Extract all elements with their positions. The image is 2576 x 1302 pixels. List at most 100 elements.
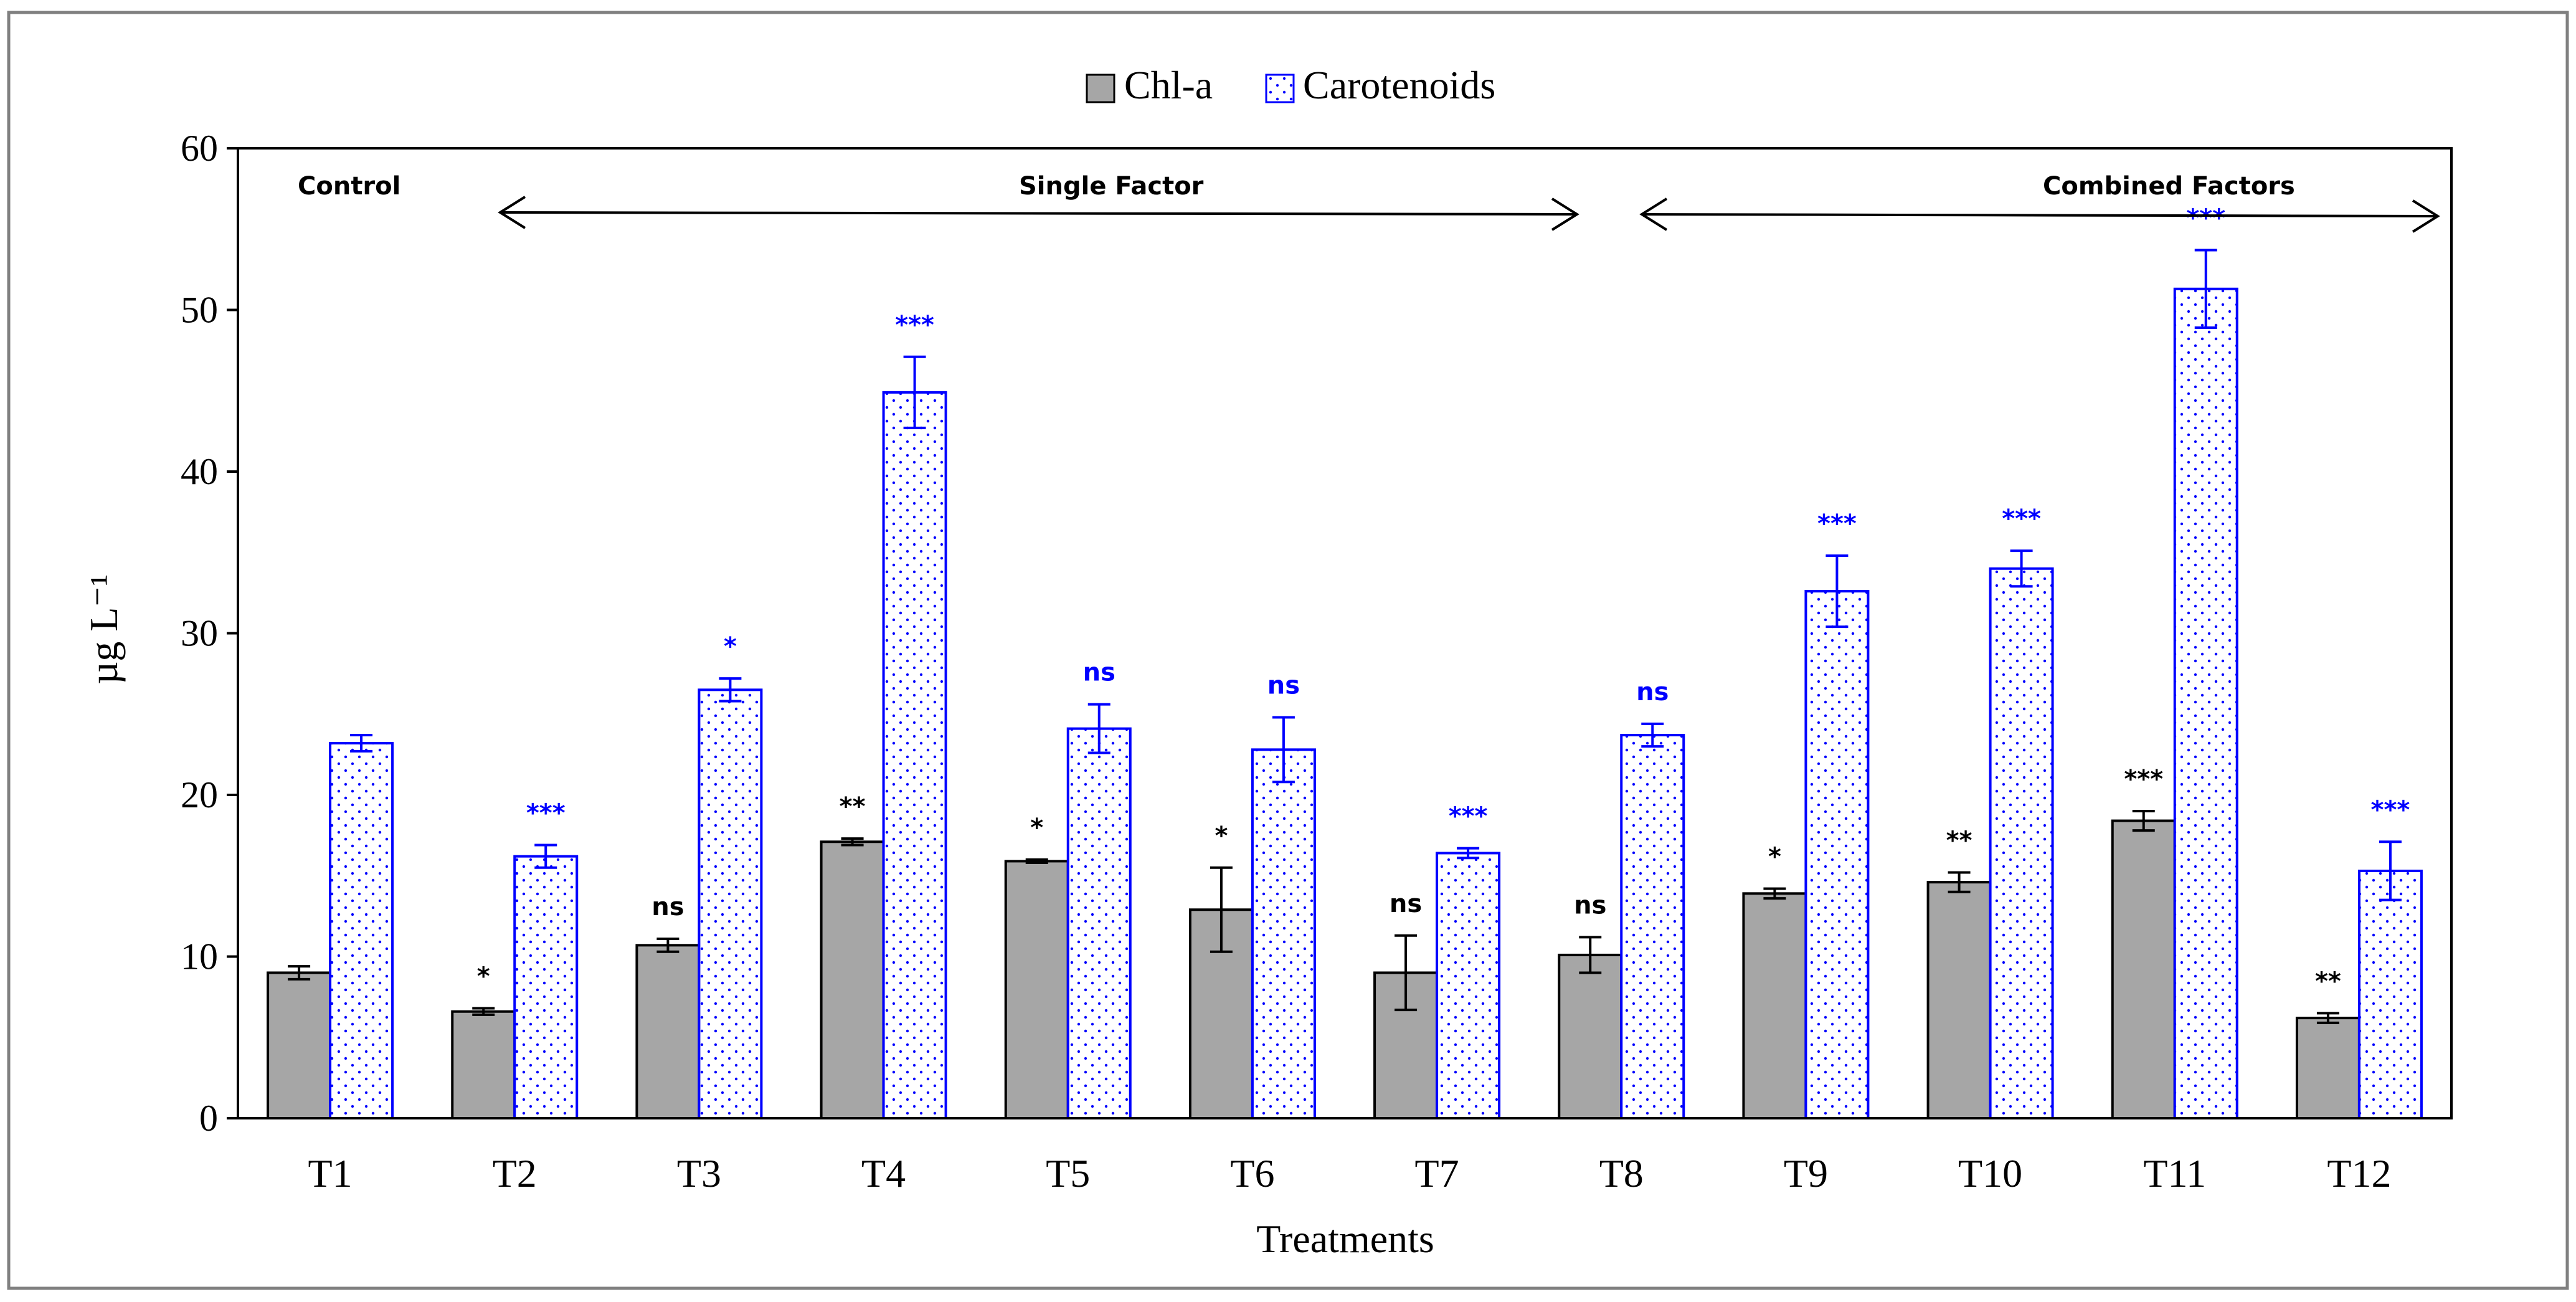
x-axis-tick-labels: T1 T2 T3 T4 T5 T6 T7 T8 T9 T10 T11 T12	[308, 1151, 2392, 1195]
y-tick-label: 40	[181, 451, 218, 492]
significance-carotenoids-t11: ***	[2186, 204, 2225, 232]
significance-labels: ****ns*******ns*nsns***nsns*************…	[477, 204, 2410, 996]
error-bars	[288, 249, 2402, 1024]
y-tick-label: 30	[181, 613, 218, 654]
error-bar-carotenoids-t3	[719, 677, 742, 703]
error-bar-carotenoids-t6	[1272, 716, 1295, 784]
significance-carotenoids-t4: ***	[895, 311, 934, 340]
bar-carotenoids-t11	[2173, 287, 2238, 1119]
significance-carotenoids-t12: ***	[2371, 796, 2410, 824]
y-tick-label: 20	[181, 774, 218, 815]
y-tick-label: 60	[181, 128, 218, 169]
error-bar-chl-a-t2	[472, 1007, 495, 1016]
annotation-single-factor: Single Factor	[1019, 172, 1204, 201]
x-tick-label: T2	[493, 1151, 537, 1195]
error-bar-chl-a-t1	[288, 965, 311, 981]
legend-swatch-chl-a	[1086, 74, 1115, 103]
bar-carotenoids-t7	[1436, 852, 1501, 1120]
bar-carotenoids-t5	[1066, 727, 1132, 1119]
significance-carotenoids-t2: ***	[526, 799, 566, 827]
significance-chl-a-t12: **	[2315, 967, 2341, 996]
region-annotations: Control Single Factor Combined Factors	[298, 172, 2440, 233]
x-tick-label: T11	[2143, 1151, 2206, 1195]
bar-chl-a-t3	[635, 944, 701, 1119]
error-bar-chl-a-t4	[841, 837, 864, 847]
error-bar-carotenoids-t2	[534, 843, 557, 869]
error-bar-chl-a-t10	[1948, 871, 1971, 893]
error-bar-carotenoids-t4	[903, 355, 926, 429]
bar-chl-a-t4	[820, 840, 885, 1119]
bar-carotenoids-t10	[1989, 567, 2054, 1119]
legend-swatch-carotenoids	[1265, 74, 1295, 103]
bars	[267, 287, 2423, 1120]
x-tick-label: T5	[1046, 1151, 1090, 1195]
error-bar-carotenoids-t10	[2010, 549, 2033, 588]
annotation-control: Control	[298, 172, 400, 201]
bar-chl-a-t5	[1004, 860, 1069, 1120]
bar-chl-a-t8	[1558, 953, 1623, 1120]
bar-chl-a-t9	[1742, 892, 1807, 1120]
bar-carotenoids-t2	[513, 855, 579, 1119]
legend-label-chl-a: Chl-a	[1124, 63, 1213, 107]
error-bar-carotenoids-t9	[1825, 554, 1849, 629]
error-bar-chl-a-t5	[1025, 858, 1048, 864]
bar-chl-a-t2	[451, 1010, 516, 1119]
bar-carotenoids-t9	[1804, 590, 1870, 1119]
bar-carotenoids-t8	[1620, 733, 1685, 1119]
significance-carotenoids-t7: ***	[1449, 802, 1488, 831]
bar-carotenoids-t6	[1251, 748, 1316, 1119]
y-tick-label: 0	[199, 1098, 218, 1139]
error-bar-carotenoids-t5	[1087, 703, 1110, 754]
significance-carotenoids-t5: ns	[1083, 658, 1115, 687]
combined-factors-arrow	[1639, 197, 2440, 233]
bar-chl-a-t11	[2111, 819, 2176, 1120]
single-factor-arrow	[498, 196, 1579, 231]
bar-chl-a-t1	[267, 971, 332, 1119]
bar-chl-a-t10	[1926, 881, 1992, 1119]
y-tick-label: 50	[181, 290, 218, 331]
significance-chl-a-t3: ns	[651, 893, 684, 921]
significance-chl-a-t10: **	[1946, 827, 1972, 855]
error-bar-chl-a-t8	[1579, 936, 1602, 974]
significance-chl-a-t9: *	[1768, 843, 1781, 872]
error-bar-carotenoids-t1	[350, 733, 373, 753]
x-tick-label: T4	[861, 1151, 906, 1195]
y-tick-label: 10	[181, 936, 218, 977]
bar-carotenoids-t12	[2357, 869, 2423, 1119]
error-bar-chl-a-t7	[1395, 934, 1418, 1012]
significance-chl-a-t4: **	[840, 792, 866, 821]
bar-carotenoids-t4	[882, 391, 947, 1119]
chart-frame	[7, 11, 2569, 1290]
x-tick-label: T3	[677, 1151, 721, 1195]
x-tick-label: T1	[308, 1151, 353, 1195]
significance-carotenoids-t3: *	[724, 632, 737, 661]
error-bar-carotenoids-t8	[1641, 722, 1664, 748]
significance-chl-a-t5: *	[1030, 814, 1043, 842]
significance-chl-a-t11: ***	[2124, 765, 2163, 794]
bar-carotenoids-t3	[698, 688, 763, 1119]
error-bar-carotenoids-t11	[2194, 249, 2217, 330]
plot-area	[237, 147, 2453, 1119]
annotation-combined-factors: Combined Factors	[2043, 172, 2295, 201]
error-bar-chl-a-t6	[1210, 866, 1233, 953]
significance-chl-a-t7: ns	[1390, 890, 1422, 918]
error-bar-carotenoids-t12	[2379, 840, 2402, 901]
error-bar-chl-a-t3	[656, 937, 680, 953]
significance-chl-a-t2: *	[477, 962, 490, 991]
significance-carotenoids-t6: ns	[1267, 671, 1300, 700]
y-axis-ticks: 0 10 20 30 40 50 60	[181, 128, 238, 1139]
error-bar-chl-a-t11	[2132, 809, 2155, 832]
x-axis-label: Treatments	[1256, 1217, 1434, 1261]
significance-carotenoids-t9: ***	[1817, 510, 1857, 538]
significance-carotenoids-t10: ***	[2002, 505, 2041, 533]
bar-chl-a-t12	[2295, 1017, 2361, 1119]
significance-chl-a-t6: *	[1215, 822, 1228, 850]
x-tick-label: T8	[1599, 1151, 1644, 1195]
x-tick-label: T6	[1230, 1151, 1274, 1195]
y-axis-label: µg L⁻¹	[82, 574, 126, 685]
legend-label-carotenoids: Carotenoids	[1303, 63, 1495, 107]
x-tick-label: T12	[2327, 1151, 2391, 1195]
significance-carotenoids-t8: ns	[1636, 678, 1669, 706]
bar-carotenoids-t1	[329, 741, 394, 1119]
